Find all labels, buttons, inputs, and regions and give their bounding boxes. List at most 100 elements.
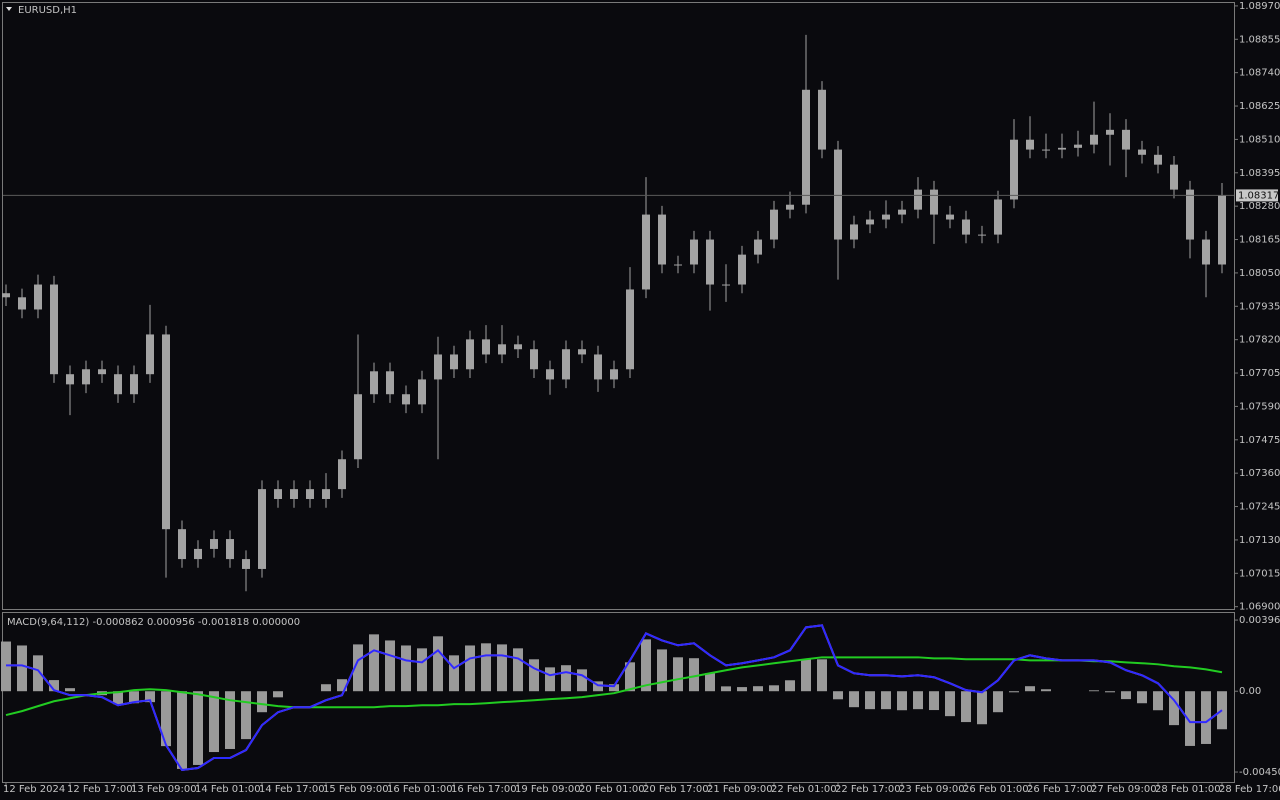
candle-body	[962, 219, 970, 235]
candle-body	[770, 209, 778, 240]
macd-title: MACD(9,64,112) -0.000862 0.000956 -0.001…	[7, 617, 300, 628]
candle-body	[882, 214, 890, 220]
y-tick-label: 1.08050	[1239, 268, 1280, 279]
candle-body	[1106, 129, 1114, 135]
histogram-bar	[929, 691, 939, 711]
histogram-bar	[849, 691, 859, 708]
histogram-bar	[129, 691, 139, 704]
candle-body	[1042, 149, 1050, 151]
y-tick-label: 0.003966	[1239, 615, 1280, 626]
x-tick-label: 22 Feb 17:00	[835, 784, 901, 795]
histogram-bar	[1025, 686, 1035, 692]
histogram-bar	[833, 691, 843, 700]
candle-body	[546, 369, 554, 380]
candle-body	[594, 354, 602, 380]
candle-body	[2, 293, 10, 298]
macd-panel	[2, 612, 1235, 783]
candle-body	[1010, 139, 1018, 200]
histogram-bar	[33, 655, 43, 692]
x-tick-label: 16 Feb 01:00	[387, 784, 453, 795]
candle-body	[578, 349, 586, 355]
y-tick-label: 1.08625	[1239, 101, 1280, 112]
candle-body	[610, 369, 618, 380]
x-tick-label: 12 Feb 2024	[3, 784, 65, 795]
candle-body	[146, 334, 154, 375]
histogram-bar	[241, 691, 251, 740]
histogram-bar	[817, 659, 827, 692]
candle-body	[162, 334, 170, 530]
y-tick-label: -0.004504	[1239, 767, 1280, 778]
histogram-bar	[801, 659, 811, 692]
candle-body	[290, 489, 298, 500]
x-tick-label: 12 Feb 17:00	[67, 784, 133, 795]
y-tick-label: 1.06900	[1239, 602, 1280, 613]
candle-body	[482, 339, 490, 355]
histogram-bar	[1137, 691, 1147, 704]
y-tick-label: 1.07705	[1239, 368, 1280, 379]
x-tick-label: 27 Feb 09:00	[1091, 784, 1157, 795]
candle-body	[994, 199, 1002, 235]
candle-body	[722, 284, 730, 286]
x-tick-label: 26 Feb 17:00	[1027, 784, 1093, 795]
x-tick-label: 14 Feb 01:00	[195, 784, 261, 795]
candle-body	[1202, 239, 1210, 265]
symbol-title: EURUSD,H1	[18, 5, 77, 16]
histogram-bar	[481, 643, 491, 692]
candle-body	[450, 354, 458, 370]
candle-body	[642, 214, 650, 290]
y-tick-label: 1.07360	[1239, 468, 1280, 479]
histogram-bar	[1009, 691, 1019, 693]
menu-arrow[interactable]	[6, 7, 12, 11]
histogram-bar	[449, 655, 459, 692]
candle-body	[674, 264, 682, 266]
candle-body	[258, 489, 266, 569]
candle-body	[98, 369, 106, 375]
x-tick-label: 23 Feb 09:00	[899, 784, 965, 795]
candle-body	[1186, 189, 1194, 240]
y-tick-label: 1.07475	[1239, 435, 1280, 446]
y-tick-label: 1.07245	[1239, 502, 1280, 513]
candle-body	[850, 224, 858, 240]
histogram-bar	[225, 691, 235, 749]
histogram-bar	[177, 691, 187, 769]
candle-body	[306, 489, 314, 500]
y-tick-label: 1.08970	[1239, 1, 1280, 12]
candle-body	[466, 339, 474, 370]
candle-body	[1074, 144, 1082, 148]
histogram-bar	[1185, 691, 1195, 746]
candle-body	[1138, 149, 1146, 155]
candle-body	[690, 239, 698, 265]
y-tick-label: 1.07935	[1239, 301, 1280, 312]
histogram-bar	[689, 658, 699, 692]
x-tick-label: 14 Feb 17:00	[259, 784, 325, 795]
y-tick-label: 1.08165	[1239, 235, 1280, 246]
candle-body	[1058, 147, 1066, 150]
candle-body	[754, 239, 762, 255]
histogram-bar	[193, 691, 203, 765]
candle-body	[946, 214, 954, 220]
y-tick-label: 1.08280	[1239, 201, 1280, 212]
histogram-bar	[1105, 691, 1115, 693]
candle-body	[386, 371, 394, 395]
histogram-bar	[321, 684, 331, 692]
candle-body	[210, 539, 218, 549]
histogram-bar	[625, 662, 635, 692]
candle-body	[130, 374, 138, 395]
histogram-bar	[17, 645, 27, 692]
last-price-box	[1236, 189, 1278, 202]
histogram-bar	[401, 645, 411, 692]
candle-body	[114, 374, 122, 395]
histogram-bar	[497, 644, 507, 692]
candle-body	[402, 394, 410, 405]
candle-body	[178, 529, 186, 560]
candle-body	[338, 459, 346, 490]
candle-body	[1154, 154, 1162, 165]
y-tick-label: 1.08740	[1239, 68, 1280, 79]
candle-body	[706, 239, 714, 285]
x-tick-label: 26 Feb 01:00	[963, 784, 1029, 795]
candle-body	[194, 548, 202, 560]
candle-body	[1026, 139, 1034, 150]
candle-body	[866, 219, 874, 225]
y-tick-label: 1.07590	[1239, 401, 1280, 412]
